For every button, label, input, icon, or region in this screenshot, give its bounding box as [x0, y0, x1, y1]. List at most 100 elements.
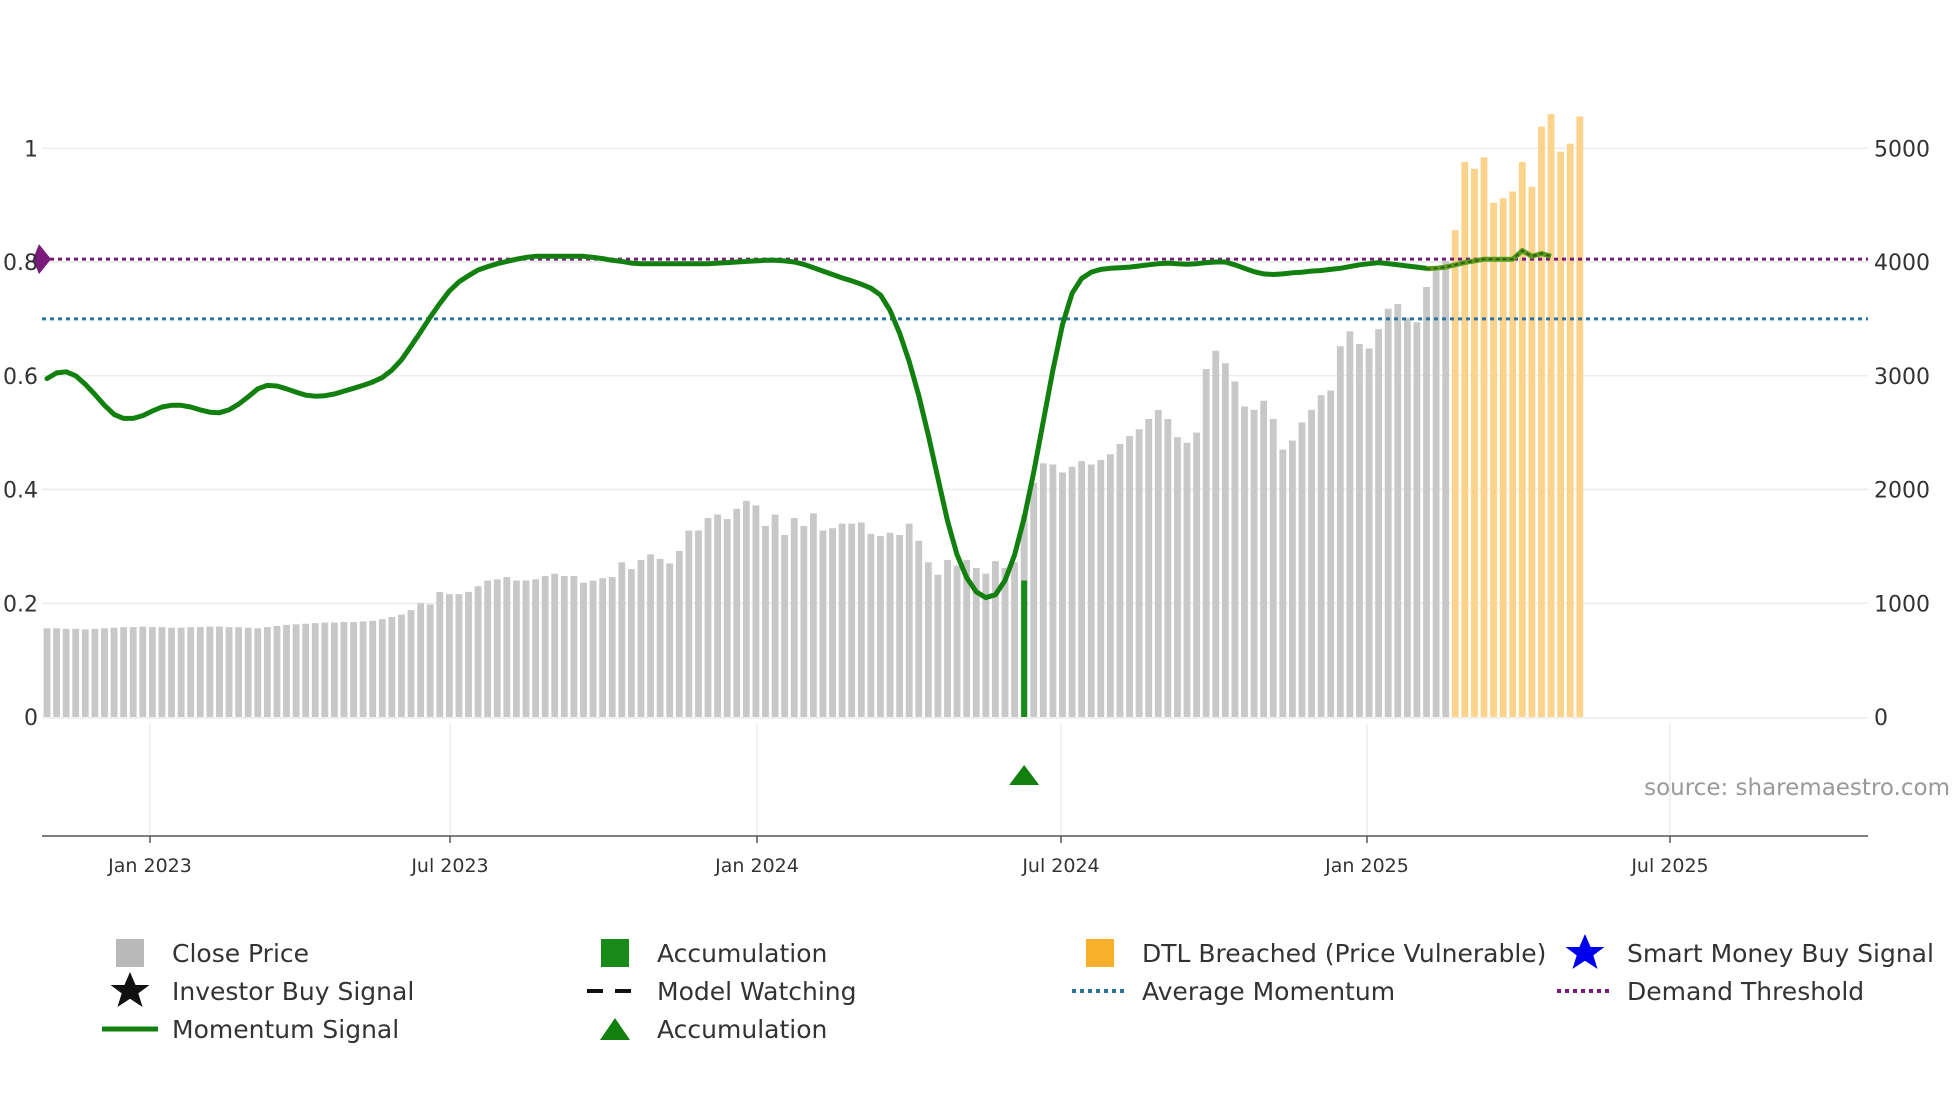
close-price-bar: [1442, 260, 1450, 717]
close-price-bar: [216, 626, 223, 717]
close-price-bar: [618, 562, 626, 717]
close-price-bar: [1336, 346, 1344, 717]
demand-threshold-diamond: [33, 244, 51, 275]
close-price-bar: [1221, 363, 1229, 717]
close-price-bar: [302, 623, 310, 717]
close-price-bar: [599, 578, 607, 717]
momentum-lines: [44, 248, 1552, 717]
close-price-bar: [819, 530, 827, 717]
close-price-bar: [158, 627, 166, 717]
close-price-bar: [1250, 409, 1258, 717]
model-watching-line: [1426, 249, 1552, 270]
x-tick-label: Jul 2023: [410, 855, 488, 877]
dtl-breached-bar: [1576, 116, 1584, 717]
close-price-bar: [675, 550, 683, 717]
close-price-bar: [1298, 422, 1306, 717]
close-price-bar: [398, 614, 405, 717]
close-price-bar: [110, 627, 118, 717]
close-price-bar: [1164, 418, 1172, 717]
close-price-bar: [551, 573, 559, 717]
close-price-bar: [1365, 348, 1373, 717]
close-price-bar: [1384, 308, 1392, 717]
close-price-bar: [474, 586, 482, 717]
close-price-bar: [685, 530, 693, 717]
close-price-bar: [666, 563, 674, 717]
close-price-bar: [742, 500, 750, 717]
close-price-bar: [168, 627, 175, 717]
close-price-bar: [857, 522, 865, 717]
axes: Jan 2023 Jul 2023 Jan 2024 Jul 2024 Jan 2025…: [3, 137, 1930, 877]
dtl-breached-bar: [1518, 161, 1526, 717]
close-price-bar: [1432, 271, 1440, 717]
close-price-bar: [647, 554, 654, 717]
right-tick-label: 5000: [1874, 137, 1930, 162]
close-price-bar: [187, 627, 195, 717]
close-price-bar: [254, 628, 262, 717]
close-price-bar: [762, 525, 769, 717]
close-price-bar: [81, 629, 89, 717]
close-price-bar: [589, 580, 597, 717]
close-price-bar: [541, 575, 549, 717]
dtl-breached-bar: [1471, 168, 1478, 718]
close-price-bar: [714, 514, 721, 717]
close-price-bar: [790, 517, 798, 717]
close-price-bar: [43, 628, 51, 717]
close-price-bar: [1327, 390, 1335, 717]
dtl-breached-bar: [1547, 114, 1555, 717]
close-price-bar: [1241, 406, 1248, 717]
reference-lines: [33, 244, 1868, 321]
close-price-bar: [1097, 459, 1105, 717]
left-tick-label: 0.8: [3, 251, 38, 276]
dtl-breached-bar: [1480, 157, 1488, 718]
close-price-bar: [1145, 418, 1153, 717]
close-price-bar: [263, 627, 271, 717]
close-price-bar: [560, 575, 568, 717]
close-price-bar: [810, 513, 817, 717]
dtl-breached-bar: [1461, 161, 1469, 717]
close-price-bar: [1202, 368, 1210, 717]
close-price-bar: [723, 519, 731, 717]
close-price-bar: [129, 627, 137, 717]
close-price-bar: [1154, 409, 1162, 717]
right-tick-label: 1000: [1874, 592, 1930, 617]
dtl-breached-bar: [1451, 230, 1459, 717]
close-price-bar: [72, 628, 80, 717]
close-price-bar: [1279, 449, 1287, 717]
close-price-bar: [570, 575, 578, 717]
close-price-bar: [1183, 442, 1191, 717]
close-price-bar: [311, 623, 319, 717]
close-price-bar: [91, 628, 99, 717]
accumulation-marker: [1009, 765, 1040, 785]
close-price-bar: [465, 591, 472, 717]
dtl-breached-bar: [1509, 191, 1517, 718]
close-price-bar: [905, 523, 913, 717]
close-price-bar: [752, 505, 760, 717]
close-price-bar: [838, 523, 846, 717]
close-price-bar: [532, 579, 539, 717]
close-price-bar: [273, 626, 281, 717]
close-price-bar: [484, 580, 492, 717]
close-price-bar: [944, 560, 951, 717]
x-tick-label: Jan 2025: [1324, 855, 1409, 877]
close-price-bar: [331, 622, 338, 717]
x-tick-label: Jul 2025: [1630, 855, 1708, 877]
right-tick-label: 2000: [1874, 479, 1930, 504]
close-price-bar: [139, 626, 147, 717]
dtl-breached-bar: [1557, 151, 1565, 718]
close-price-bar: [1068, 466, 1076, 717]
left-tick-label: 1: [24, 137, 38, 162]
close-price-bar: [1308, 409, 1315, 717]
close-price-bar: [1106, 454, 1114, 717]
close-price-bar: [704, 517, 712, 717]
close-price-bar: [877, 536, 884, 717]
close-price-bar: [1116, 444, 1124, 717]
close-price-bar: [340, 622, 348, 717]
close-price-bar: [1011, 562, 1018, 717]
close-price-bar: [1049, 464, 1057, 717]
dtl-breached-bar: [1528, 186, 1536, 718]
close-price-bar: [800, 525, 808, 717]
dtl-breached-bar: [1490, 202, 1497, 718]
close-price-bar: [972, 567, 980, 717]
close-price-bar: [369, 620, 377, 717]
close-price-bar: [120, 627, 128, 717]
